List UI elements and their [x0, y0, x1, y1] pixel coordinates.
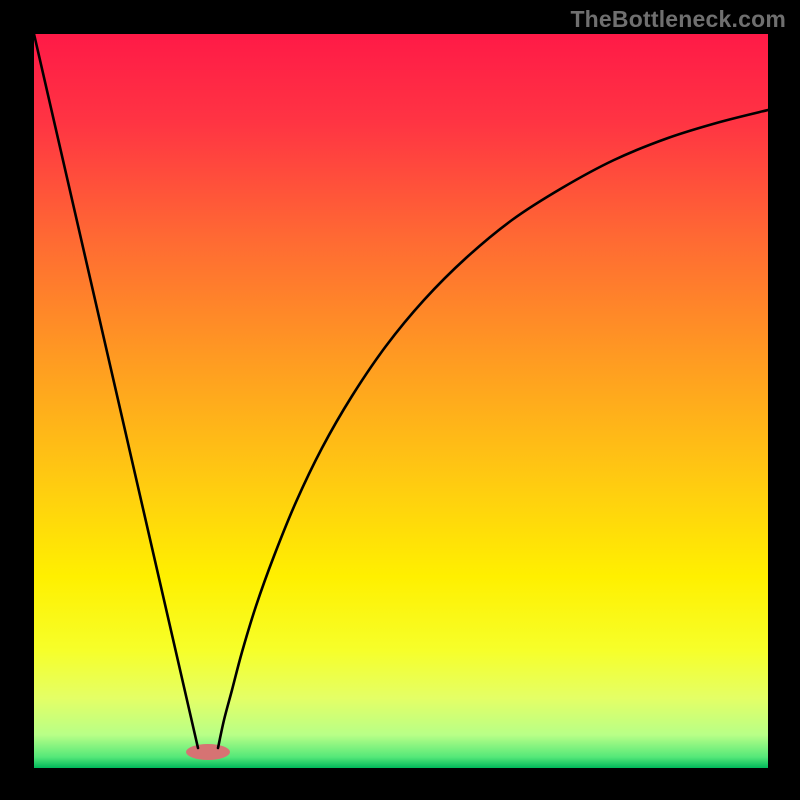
watermark-text: TheBottleneck.com	[570, 6, 786, 33]
chart-svg	[0, 0, 800, 800]
chart-container: TheBottleneck.com	[0, 0, 800, 800]
gradient-background	[34, 34, 768, 768]
optimum-marker	[186, 744, 230, 760]
